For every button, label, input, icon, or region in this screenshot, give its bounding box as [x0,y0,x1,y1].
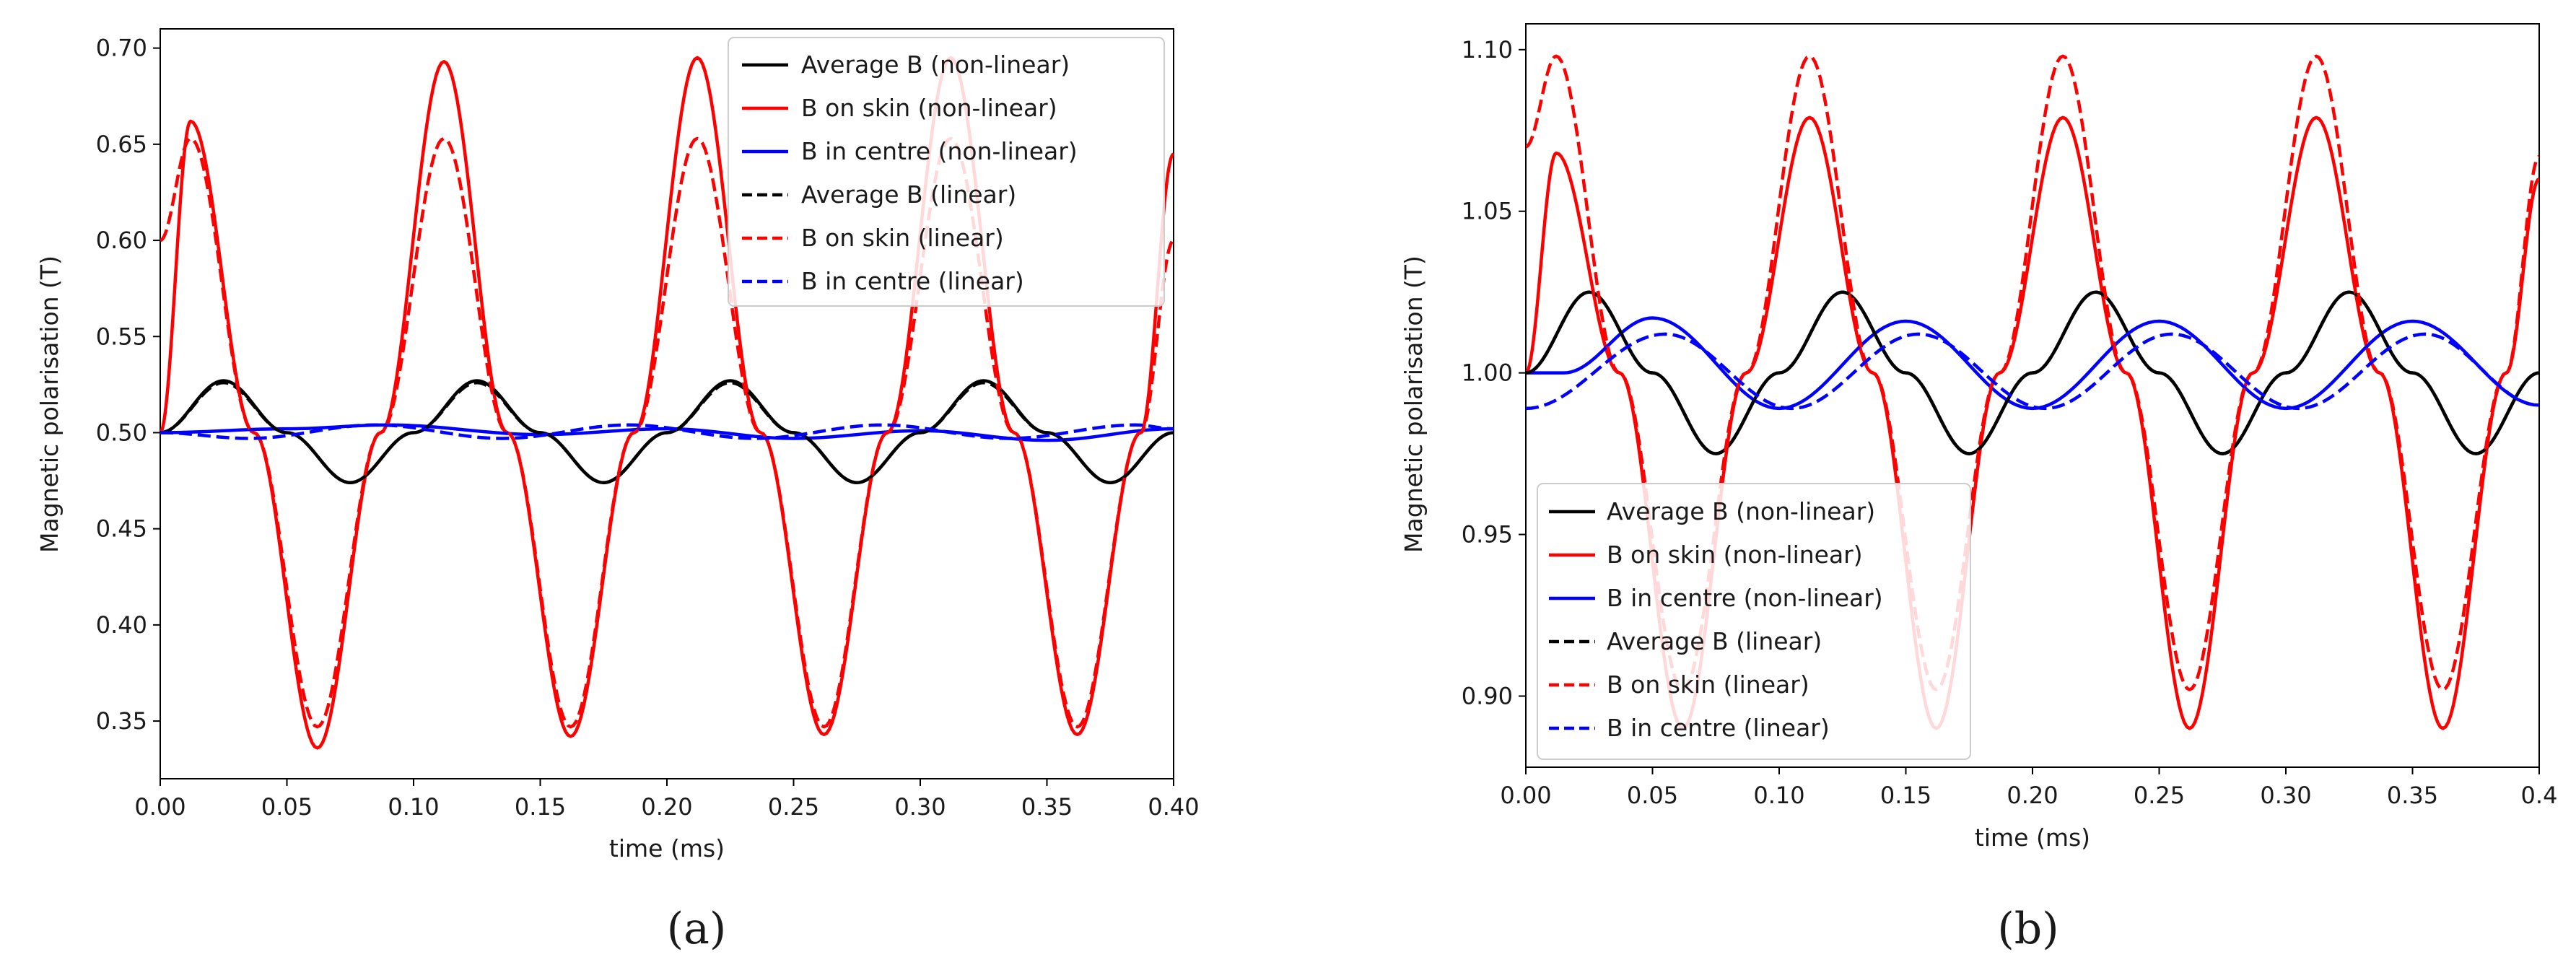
x-tick-label: 0.10 [1753,782,1804,809]
x-axis-label: time (ms) [1975,823,2090,852]
panel-label-a: (a) [667,904,727,954]
x-tick-label: 0.05 [261,793,313,821]
legend-label-average-b-non-linear: Average B (non-linear) [1607,497,1875,525]
y-tick-label: 0.40 [96,611,147,639]
x-tick-label: 0.30 [2260,782,2311,809]
series-line-b-on-skin-linear [160,136,1174,729]
x-tick-label: 0.15 [1880,782,1931,809]
chart-panel-b: 0.90 0.95 1.00 1.05 1.10 0.00 0.05 0.10 0.15 0.2… [1400,23,2557,954]
y-tick-label: 0.70 [96,35,147,62]
legend-box [1537,483,1971,760]
x-tick-label: 0.35 [1021,793,1073,821]
x-axis-ticks: 0.00 0.05 0.10 0.15 0.20 0.25 0.30 0.35 0.4 [1500,767,2557,809]
x-tick-label: 0.20 [2007,782,2058,809]
x-axis-ticks: 0.00 0.05 0.10 0.15 0.20 0.25 0.30 0.35 0.40 [134,779,1200,821]
chart-panel-a: 0.350.400.450.500.550.600.650.70 0.00 0.0… [35,28,1200,954]
x-tick-label: 0.25 [768,793,819,821]
y-tick-label: 1.00 [1462,359,1513,387]
series-line-b-in-centre-non-linear [1526,316,2539,411]
legend-label-average-b-non-linear: Average B (non-linear) [801,51,1070,79]
x-tick-label: 0.25 [2134,782,2185,809]
legend-label-b-in-centre-linear: B in centre (linear) [801,267,1024,295]
legend-label-average-b-linear: Average B (linear) [1607,627,1822,655]
legend-label-b-on-skin-linear: B on skin (linear) [801,224,1004,252]
series-lines [160,56,1174,750]
legend-label-b-in-centre-linear: B in centre (linear) [1607,714,1830,742]
series-line-b-in-centre-linear [160,423,1174,440]
series-line-b-in-centre-linear [1526,332,2539,411]
legend-label-average-b-linear: Average B (linear) [801,180,1016,209]
y-tick-label: 0.60 [96,227,147,254]
y-tick-label: 1.05 [1462,198,1513,225]
x-tick-label: 0.00 [1500,782,1551,809]
y-tick-label: 0.45 [96,515,147,543]
legend-box [728,37,1165,307]
x-tick-label: 0.10 [388,793,439,821]
x-tick-label: 0.40 [1148,793,1199,821]
y-tick-label: 1.10 [1462,36,1513,64]
x-tick-label: 0.35 [2387,782,2438,809]
x-axis-label: time (ms) [609,834,725,862]
legend-label-b-in-centre-non-linear: B in centre (non-linear) [801,137,1078,165]
series-line-average-b-linear [160,380,1174,484]
y-tick-label: 0.65 [96,131,147,158]
x-tick-label: 0.00 [134,793,185,821]
legend-label-b-on-skin-linear: B on skin (linear) [1607,670,1809,699]
x-tick-label: 0.05 [1627,782,1678,809]
y-tick-label: 0.95 [1462,521,1513,549]
legend: Average B (non-linear) B on skin (non-lin… [728,37,1165,307]
series-line-average-b-linear [1526,290,2539,455]
y-tick-label: 0.50 [96,419,147,446]
y-axis-label: Magnetic polarisation (T) [35,255,64,553]
x-tick-label: 0.20 [641,793,692,821]
legend-label-b-on-skin-non-linear: B on skin (non-linear) [801,94,1057,122]
panel-label-b: (b) [1997,904,2058,954]
x-tick-label: 0.15 [515,793,566,821]
y-tick-label: 0.90 [1462,682,1513,709]
legend: Average B (non-linear) B on skin (non-lin… [1537,483,1971,760]
x-tick-label: 0.4 [2521,782,2558,809]
y-axis-ticks: 0.90 0.95 1.00 1.05 1.10 [1462,36,1526,709]
y-axis-label: Magnetic polarisation (T) [1400,255,1428,553]
legend-label-b-on-skin-non-linear: B on skin (non-linear) [1607,541,1863,569]
y-axis-ticks: 0.35 0.40 0.45 0.50 0.55 0.60 0.65 0.70 [96,35,160,735]
y-tick-label: 0.35 [96,707,147,735]
legend-label-b-in-centre-non-linear: B in centre (non-linear) [1607,584,1883,612]
x-tick-label: 0.30 [894,793,946,821]
y-tick-label: 0.55 [96,323,147,350]
